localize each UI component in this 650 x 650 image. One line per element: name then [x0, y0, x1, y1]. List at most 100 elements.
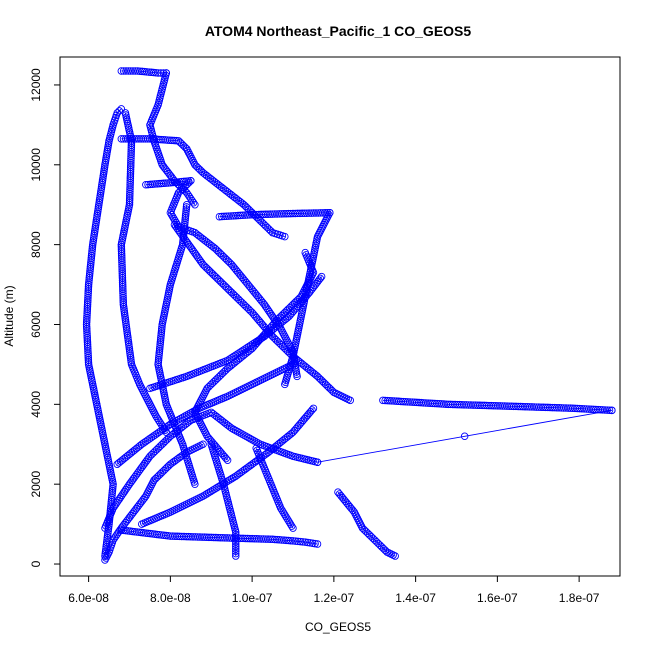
data-point: [132, 471, 141, 479]
data-point: [101, 524, 109, 532]
y-axis: 0 2000 4000 6000 8000 10000 12000: [29, 68, 61, 567]
data-point: [110, 534, 119, 542]
data-point: [232, 537, 240, 546]
x-tick-label: 1.2e-07: [314, 591, 355, 605]
data-point: [170, 214, 178, 223]
data-point: [240, 431, 248, 439]
y-tick-label: 6000: [29, 311, 43, 338]
data-point: [176, 414, 185, 423]
data-point: [111, 500, 120, 509]
data-point: [160, 424, 169, 433]
data-point: [232, 542, 240, 551]
data-point: [278, 506, 286, 514]
data-point: [115, 495, 124, 503]
data-point: [284, 516, 292, 524]
data-point: [128, 476, 136, 485]
data-point: [144, 454, 153, 462]
data-point: [124, 482, 132, 490]
data-point: [140, 494, 149, 502]
data-point: [254, 439, 262, 447]
data-point: [125, 480, 134, 488]
data-point: [279, 508, 287, 516]
data-point: [285, 518, 294, 526]
data-point: [229, 425, 238, 434]
data-point: [216, 481, 225, 490]
data-point: [296, 537, 305, 546]
data-point: [308, 539, 317, 548]
data-point: [185, 192, 194, 201]
data-point: [291, 537, 300, 545]
data-point: [146, 452, 154, 460]
data-point: [123, 484, 131, 492]
data-point: [109, 536, 117, 544]
series-line: [317, 409, 612, 463]
data-point: [293, 372, 301, 381]
data-point: [266, 309, 275, 318]
data-point: [381, 546, 390, 555]
data-point: [316, 274, 324, 283]
data-point: [460, 432, 469, 441]
data-point: [212, 484, 221, 492]
data-point: [281, 512, 290, 520]
data-point: [346, 396, 354, 405]
data-point: [201, 491, 209, 499]
data-point: [289, 360, 297, 369]
data-point: [152, 68, 160, 77]
data-point: [166, 208, 175, 217]
data-point: [323, 208, 332, 217]
data-point: [119, 489, 127, 498]
data-point: [191, 480, 199, 488]
data-point: [112, 532, 120, 540]
data-point: [191, 200, 199, 209]
data-point: [265, 308, 274, 316]
data-point: [199, 440, 207, 449]
data-point: [113, 498, 121, 507]
y-axis-label: Altitude (m): [2, 285, 16, 346]
data-point: [149, 432, 157, 441]
data-point: [246, 434, 254, 443]
data-point: [301, 538, 310, 546]
data-point: [608, 406, 616, 415]
data-point: [603, 406, 611, 414]
data-point: [117, 105, 126, 113]
data-point: [157, 427, 165, 435]
data-point: [248, 435, 256, 444]
data-point: [286, 536, 295, 545]
plot-marks: [82, 67, 616, 564]
data-point: [188, 196, 196, 205]
data-point: [223, 456, 232, 464]
data-point: [178, 413, 187, 422]
data-point: [210, 485, 219, 493]
data-point: [114, 528, 123, 536]
series-line: [194, 252, 314, 461]
data-point: [281, 380, 289, 389]
data-point: [267, 227, 275, 235]
data-point: [250, 437, 258, 445]
data-point: [154, 69, 162, 77]
data-point: [232, 549, 240, 558]
data-point: [141, 437, 150, 446]
data-point: [288, 522, 296, 530]
data-point: [138, 463, 146, 472]
y-tick-label: 8000: [29, 231, 43, 258]
series-line: [121, 529, 318, 545]
data-point: [238, 430, 246, 438]
x-tick-label: 1.6e-07: [477, 591, 518, 605]
x-tick-label: 1.4e-07: [395, 591, 436, 605]
data-point: [289, 524, 297, 532]
data-point: [226, 475, 234, 484]
data-point: [139, 439, 148, 447]
data-point: [145, 435, 154, 443]
data-point: [181, 449, 189, 458]
x-tick-label: 1.0e-07: [232, 591, 273, 605]
data-point: [391, 552, 399, 560]
data-point: [180, 412, 189, 421]
data-point: [303, 538, 312, 547]
y-tick-label: 2000: [29, 471, 43, 498]
data-point: [228, 474, 236, 483]
data-point: [172, 136, 181, 145]
data-point: [283, 514, 291, 522]
data-point: [349, 506, 357, 515]
data-point: [168, 212, 177, 221]
